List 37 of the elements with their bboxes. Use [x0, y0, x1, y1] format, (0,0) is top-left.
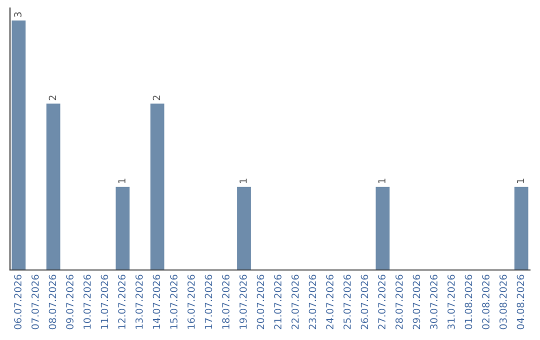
- data-label: 1: [378, 178, 386, 183]
- x-tick-label: 21.07.2026: [274, 274, 282, 330]
- data-label: 3: [14, 12, 22, 17]
- x-tick-label: 26.07.2026: [360, 274, 368, 330]
- x-tick-label: 31.07.2026: [447, 274, 455, 330]
- x-tick-label: 08.07.2026: [48, 274, 56, 330]
- x-tick-label: 15.07.2026: [170, 274, 178, 329]
- x-tick-label: 09.07.2026: [66, 274, 74, 330]
- x-tick-label: 23.07.2026: [308, 274, 316, 330]
- x-tick-label: 07.07.2026: [31, 274, 39, 330]
- x-tick-label: 02.08.2026: [482, 274, 490, 330]
- data-label: 2: [48, 96, 56, 100]
- x-tick-label: 25.07.2026: [343, 274, 351, 330]
- x-tick-label: 20.07.2026: [256, 274, 264, 330]
- data-label: 2: [152, 96, 160, 100]
- data-label: 1: [240, 178, 247, 183]
- x-tick-label: 14.07.2026: [152, 274, 160, 329]
- x-tick-label: 29.07.2026: [412, 274, 420, 330]
- x-tick-label: 04.08.2026: [516, 274, 524, 330]
- x-tick-label: 12.07.2026: [118, 274, 126, 329]
- x-tick-label: 10.07.2026: [83, 274, 91, 329]
- x-tick-label: 16.07.2026: [187, 274, 195, 329]
- x-tick-label: 11.07.2026: [100, 274, 108, 329]
- x-tick-label: 19.07.2026: [239, 274, 247, 329]
- x-tick-label: 18.07.2026: [222, 274, 230, 329]
- x-tick-label: 17.07.2026: [204, 274, 212, 329]
- data-label: 1: [516, 178, 524, 183]
- data-label: 1: [118, 178, 126, 183]
- x-tick-label: 28.07.2026: [395, 274, 403, 330]
- x-tick-label: 27.07.2026: [378, 274, 386, 330]
- x-tick-label: 01.08.2026: [464, 274, 472, 330]
- x-tick-label: 30.07.2026: [430, 274, 438, 330]
- x-tick-label: 06.07.2026: [14, 274, 22, 330]
- x-tick-label: 22.07.2026: [291, 274, 299, 330]
- x-tick-label: 13.07.2026: [135, 274, 143, 329]
- x-tick-label: 24.07.2026: [326, 274, 334, 330]
- x-tick-label: 03.08.2026: [499, 274, 507, 330]
